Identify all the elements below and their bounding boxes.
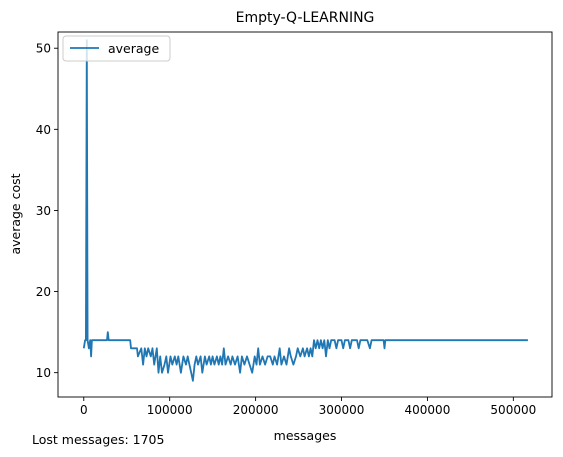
x-tick-label: 200000	[233, 403, 279, 417]
y-tick-label: 40	[36, 123, 51, 137]
y-tick-label: 50	[36, 42, 51, 56]
y-tick-label: 10	[36, 366, 51, 380]
chart-title: Empty-Q-LEARNING	[236, 10, 375, 26]
x-axis: 0 100000 200000 300000 400000 500000	[80, 397, 536, 417]
y-axis-label: average cost	[8, 173, 23, 254]
legend-label-average: average	[108, 41, 159, 56]
x-tick-label: 100000	[147, 403, 193, 417]
x-tick-label: 300000	[319, 403, 365, 417]
legend: average	[62, 35, 171, 62]
x-tick-label: 500000	[490, 403, 536, 417]
y-axis: 10 20 30 40 50	[36, 42, 58, 380]
plot-area	[58, 32, 552, 397]
x-axis-label: messages	[274, 428, 337, 443]
x-tick-label: 400000	[405, 403, 451, 417]
series-line-average	[82, 39, 528, 382]
y-tick-label: 30	[36, 204, 51, 218]
legend-box	[62, 35, 171, 62]
series-layer	[82, 39, 528, 382]
y-tick-label: 20	[36, 285, 51, 299]
axes-frame	[57, 31, 553, 398]
lost-messages-text: Lost messages: 1705	[32, 432, 164, 447]
x-tick-label: 0	[80, 403, 88, 417]
